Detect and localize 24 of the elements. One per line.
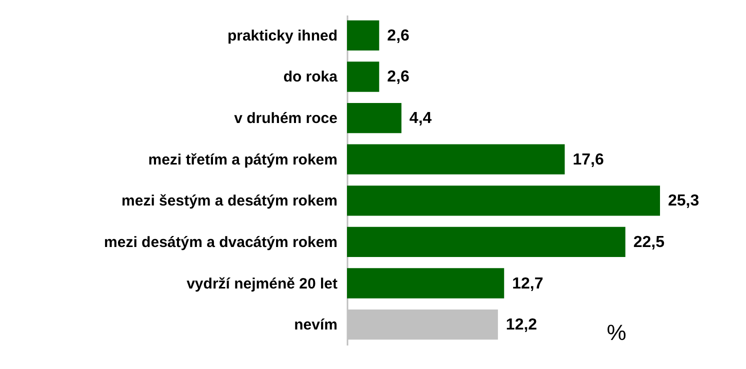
- data-label: 17,6: [572, 151, 604, 168]
- bar: [347, 102, 402, 134]
- data-label: 4,4: [409, 110, 432, 128]
- y-tick-label: mezi desátým a dvacátým rokem: [104, 234, 338, 251]
- annotation: %: [606, 320, 626, 345]
- data-label: 25,3: [668, 192, 700, 210]
- data-label: 22,5: [633, 234, 665, 251]
- y-tick-label: mezi šestým a desátým rokem: [122, 192, 338, 210]
- y-tick-label: nevím: [294, 316, 338, 334]
- data-label: 12,7: [512, 275, 544, 292]
- bar: [347, 186, 660, 216]
- data-label: 2,6: [387, 68, 410, 86]
- y-tick-label: prakticky ihned: [227, 27, 338, 44]
- y-tick-label: do roka: [283, 68, 338, 86]
- bar: [347, 268, 504, 298]
- bar: [347, 226, 626, 258]
- y-tick-label: v druhém roce: [234, 110, 338, 128]
- data-label: 12,2: [506, 316, 538, 334]
- y-tick-label: vydrží nejméně 20 let: [186, 275, 338, 292]
- bar: [347, 62, 380, 92]
- bar: [347, 144, 565, 174]
- bar: [347, 20, 380, 51]
- y-tick-label: mezi třetím a pátým rokem: [148, 151, 338, 168]
- data-label: 2,6: [387, 27, 410, 44]
